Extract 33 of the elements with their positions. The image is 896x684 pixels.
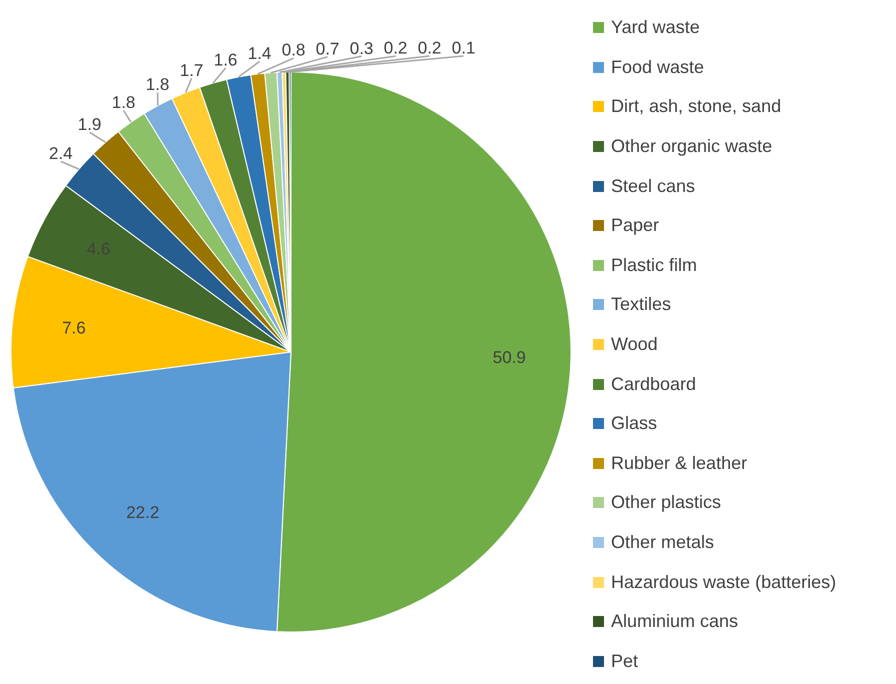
data-label: 7.6	[62, 318, 86, 338]
data-label: 22.2	[126, 502, 160, 522]
data-label: 1.9	[78, 114, 102, 134]
data-label: 1.8	[146, 75, 170, 94]
legend-label: Hazardous waste (batteries)	[611, 572, 836, 593]
legend-label: Paper	[611, 215, 660, 236]
data-label: 50.9	[492, 348, 526, 367]
legend-label: Dirt, ash, stone, sand	[611, 96, 782, 118]
data-label: 0.3	[350, 38, 374, 58]
legend-label: Steel cans	[611, 176, 696, 197]
legend-label: Plastic film	[611, 254, 698, 276]
legend-label: Wood	[611, 334, 658, 356]
data-label: 0.2	[384, 38, 408, 58]
data-label: 0.8	[282, 40, 306, 60]
data-label: 0.1	[452, 38, 476, 58]
legend-label: Textiles	[611, 294, 672, 316]
legend-label: Cardboard	[611, 374, 696, 395]
legend-label: Other metals	[611, 532, 714, 554]
data-label: 0.2	[418, 38, 442, 58]
legend-label: Pet	[611, 650, 638, 672]
data-label: 1.4	[248, 44, 272, 63]
legend-label: Glass	[611, 413, 658, 434]
data-label: 1.6	[214, 50, 238, 70]
legend-label: Food waste	[611, 56, 704, 78]
data-label: 1.8	[112, 93, 136, 112]
legend-label: Other organic waste	[611, 136, 772, 158]
legend-label: Rubber & leather	[611, 452, 748, 474]
legend-label: Yard waste	[611, 17, 700, 38]
data-label: 1.7	[180, 60, 204, 80]
data-label: 2.4	[48, 144, 73, 163]
legend-label: Aluminium cans	[611, 611, 738, 632]
legend-label: Other plastics	[611, 492, 722, 514]
data-label: 0.7	[316, 39, 340, 58]
